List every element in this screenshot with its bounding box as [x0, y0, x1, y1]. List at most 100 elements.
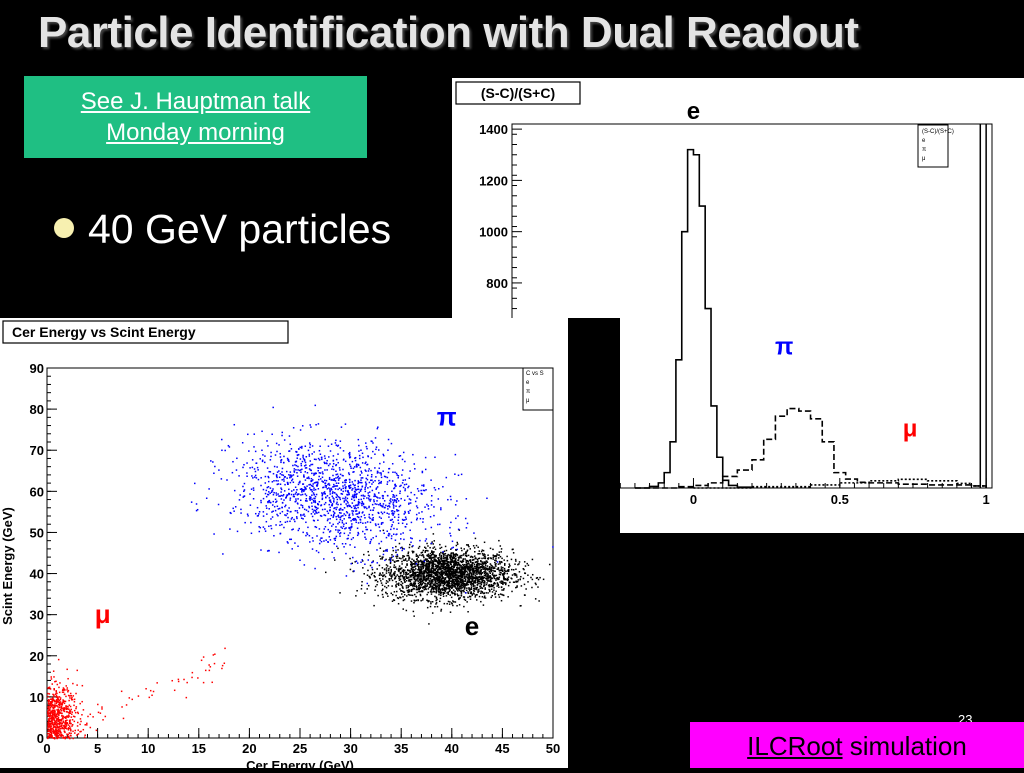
- scatter-point: [513, 569, 515, 571]
- scatter-point: [372, 537, 374, 539]
- scatter-point: [525, 565, 527, 567]
- scatter-point: [347, 498, 349, 500]
- scatter-point: [494, 575, 496, 577]
- scatter-point: [470, 566, 472, 568]
- scatter-point: [443, 585, 445, 587]
- scatter-point: [471, 556, 473, 558]
- scatter-point: [315, 473, 317, 475]
- scatter-point: [421, 561, 423, 563]
- scatter-point: [411, 522, 413, 524]
- scatter-point: [501, 587, 503, 589]
- scatter-point: [361, 585, 363, 587]
- scatter-point: [327, 488, 329, 490]
- scatter-point: [247, 434, 249, 436]
- scatter-point: [358, 450, 360, 452]
- scatter-point: [342, 520, 344, 522]
- scatter-point: [325, 497, 327, 499]
- scatter-point: [389, 500, 391, 502]
- scatter-point: [515, 568, 517, 570]
- scatter-point: [432, 612, 434, 614]
- scatter-point: [434, 559, 436, 561]
- scatter-point: [394, 561, 396, 563]
- scatter-point: [363, 498, 365, 500]
- scatter-point: [361, 501, 363, 503]
- scatter-point: [174, 690, 176, 692]
- scatter-point: [399, 576, 401, 578]
- scatter-point: [453, 547, 455, 549]
- scatter-point: [273, 535, 275, 537]
- scatter-point: [332, 504, 334, 506]
- scatter-point: [343, 459, 345, 461]
- scatter-point: [306, 498, 308, 500]
- scatter-point: [76, 706, 78, 708]
- scatter-point: [469, 596, 471, 598]
- scatter-point: [65, 696, 67, 698]
- scatter-point: [53, 725, 55, 727]
- scatter-point: [253, 498, 255, 500]
- scatter-point: [359, 492, 361, 494]
- scatter-point: [453, 553, 455, 555]
- scatter-point: [129, 697, 131, 699]
- scatter-point: [352, 519, 354, 521]
- talk-reference-line1[interactable]: See J. Hauptman talk: [24, 86, 367, 117]
- scatter-point: [436, 597, 438, 599]
- scatter-point: [309, 498, 311, 500]
- scatter-point: [400, 558, 402, 560]
- scatter-point: [306, 456, 308, 458]
- scatter-point: [71, 699, 73, 701]
- scatter-point: [517, 581, 519, 583]
- scatter-point: [448, 561, 450, 563]
- scatter-point: [69, 721, 71, 723]
- scatter-point: [288, 461, 290, 463]
- scatter-point: [342, 469, 344, 471]
- scatter-point: [439, 553, 441, 555]
- scatter-point: [358, 517, 360, 519]
- scatter-point: [501, 568, 503, 570]
- scatter-point: [452, 600, 454, 602]
- scatter-point: [394, 564, 396, 566]
- scatter-point: [351, 498, 353, 500]
- scatter-point: [418, 556, 420, 558]
- scatter-point: [257, 467, 259, 469]
- scatter-point: [376, 580, 378, 582]
- scatter-point: [353, 519, 355, 521]
- scatter-point: [379, 503, 381, 505]
- scatter-point: [308, 511, 310, 513]
- scatter-y-tick-label: 30: [30, 608, 44, 623]
- scatter-point: [424, 585, 426, 587]
- scatter-point: [393, 572, 395, 574]
- scatter-point: [340, 532, 342, 534]
- scatter-point: [311, 494, 313, 496]
- scatter-point: [435, 569, 437, 571]
- scatter-point: [383, 550, 385, 552]
- scatter-point: [333, 501, 335, 503]
- scatter-point: [428, 560, 430, 562]
- scatter-point: [378, 524, 380, 526]
- scatter-point: [54, 726, 56, 728]
- scatter-point: [434, 606, 436, 608]
- scatter-point: [420, 569, 422, 571]
- scatter-point: [445, 566, 447, 568]
- scatter-point: [443, 554, 445, 556]
- scatter-point: [346, 494, 348, 496]
- scatter-point: [326, 469, 328, 471]
- scatter-point: [356, 590, 358, 592]
- scatter-point: [70, 693, 72, 695]
- scatter-point: [59, 682, 61, 684]
- talk-reference-line2[interactable]: Monday morning: [24, 117, 367, 148]
- scatter-point: [297, 466, 299, 468]
- scatter-point: [332, 524, 334, 526]
- scatter-point: [369, 518, 371, 520]
- scatter-point: [291, 529, 293, 531]
- scatter-point: [54, 722, 56, 724]
- scatter-point: [406, 578, 408, 580]
- scatter-point: [92, 716, 94, 718]
- scatter-point: [297, 475, 299, 477]
- scatter-point: [368, 468, 370, 470]
- talk-reference-link[interactable]: See J. Hauptman talk Monday morning: [24, 76, 367, 158]
- scatter-point: [271, 511, 273, 513]
- scatter-point: [210, 460, 212, 462]
- scatter-point: [263, 511, 265, 513]
- scatter-point: [371, 539, 373, 541]
- scatter-point: [303, 474, 305, 476]
